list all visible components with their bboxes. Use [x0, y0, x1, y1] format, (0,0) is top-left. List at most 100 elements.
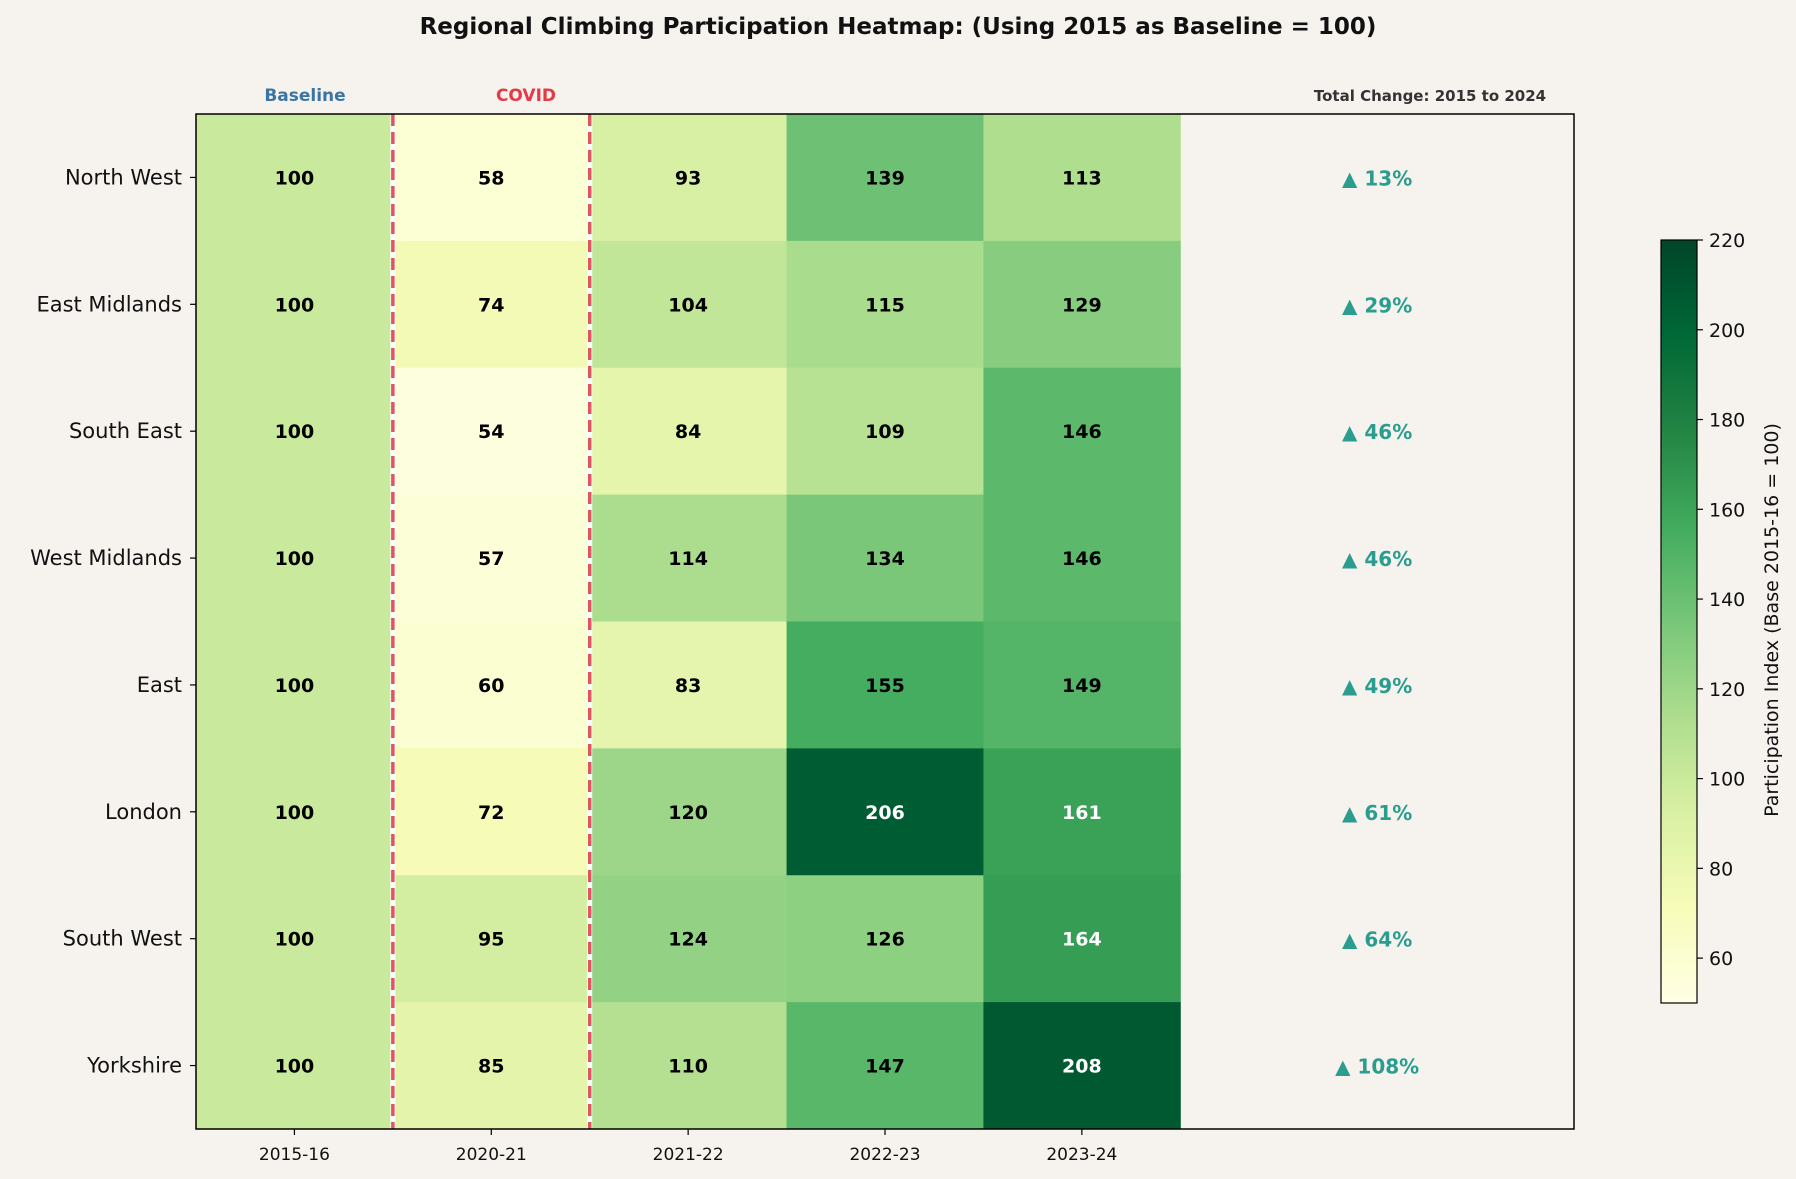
cell-value: 104: [668, 294, 708, 316]
row-label: South East: [69, 419, 182, 443]
cell-value: 206: [865, 802, 905, 824]
heatmap-cell: [392, 114, 591, 242]
baseline-annotation: Baseline: [264, 86, 345, 106]
heatmap-cell: [786, 621, 984, 749]
colorbar-tick-label: 120: [1709, 679, 1745, 701]
total-change-value: ▲ 108%: [1335, 1055, 1419, 1079]
heatmap-cell: [786, 367, 984, 496]
total-change-value: ▲ 29%: [1342, 293, 1412, 317]
heatmap-cell: [392, 748, 591, 876]
total-change-value: ▲ 46%: [1342, 547, 1412, 571]
cell-value: 100: [275, 929, 315, 951]
heatmap-cell: [196, 114, 394, 242]
total-change-value: ▲ 61%: [1342, 801, 1412, 825]
heatmap-cell: [392, 1002, 591, 1130]
column-label: 2020-21: [456, 1145, 527, 1165]
cell-value: 57: [478, 548, 504, 570]
heatmap-cell: [589, 621, 788, 749]
row-label: London: [105, 800, 182, 824]
cell-value: 149: [1062, 675, 1102, 697]
cell-value: 84: [675, 421, 701, 443]
heatmap-cell: [983, 621, 1181, 749]
cell-value: 164: [1062, 929, 1102, 951]
cell-value: 126: [865, 929, 905, 951]
colorbar-tick-label: 140: [1709, 589, 1745, 611]
row-label: South West: [63, 927, 182, 951]
colorbar-tick-label: 60: [1709, 948, 1733, 970]
covid-annotation: COVID: [496, 86, 556, 106]
row-label: East Midlands: [36, 292, 182, 316]
heatmap-cell: [392, 367, 591, 496]
cell-value: 155: [865, 675, 905, 697]
chart-title: Regional Climbing Participation Heatmap:…: [420, 14, 1377, 40]
heatmap-cell: [589, 494, 788, 622]
heatmap-cell: [589, 240, 788, 369]
cell-value: 58: [478, 167, 504, 189]
heatmap-cell: [392, 240, 591, 369]
cell-value: 93: [675, 167, 701, 189]
column-labels: 2015-16 2020-21 2021-22 2022-23 2023-24: [259, 1129, 1117, 1165]
heatmap-cell: [983, 875, 1181, 1003]
heatmap-cell: [983, 494, 1181, 622]
cell-value: 120: [668, 802, 708, 824]
colorbar-tick-label: 180: [1709, 410, 1745, 432]
heatmap-cell: [196, 240, 394, 369]
row-label: West Midlands: [30, 546, 182, 570]
total-change-header: Total Change: 2015 to 2024: [1314, 87, 1546, 105]
cell-value: 161: [1062, 802, 1102, 824]
heatmap-cell: [196, 748, 394, 876]
heatmap-cell: [196, 1002, 394, 1130]
total-change-value: ▲ 64%: [1342, 928, 1412, 952]
row-label: North West: [65, 165, 182, 189]
cell-value: 129: [1062, 294, 1102, 316]
cell-value: 114: [668, 548, 708, 570]
cell-value: 100: [275, 167, 315, 189]
heatmap-cell: [786, 1002, 984, 1130]
heatmap-cell: [786, 494, 984, 622]
cell-value: 110: [668, 1056, 708, 1078]
cell-value: 54: [478, 421, 504, 443]
cell-value: 134: [865, 548, 905, 570]
colorbar-label: Participation Index (Base 2015-16 = 100): [1761, 423, 1783, 817]
colorbar-gradient: [1660, 239, 1698, 1004]
row-label: Yorkshire: [86, 1054, 182, 1078]
heatmap-cell: [983, 240, 1181, 369]
cell-value: 147: [865, 1056, 905, 1078]
cell-value: 72: [478, 802, 504, 824]
column-label: 2015-16: [259, 1145, 330, 1165]
cell-value: 100: [275, 421, 315, 443]
total-change-value: ▲ 49%: [1342, 674, 1412, 698]
heatmap-cell: [196, 367, 394, 496]
heatmap-cell: [983, 1002, 1181, 1130]
cell-value: 100: [275, 548, 315, 570]
cell-value: 146: [1062, 421, 1102, 443]
heatmap-cell: [196, 621, 394, 749]
heatmap-cell: [786, 114, 984, 242]
cell-value: 74: [478, 294, 504, 316]
colorbar-tick-label: 200: [1709, 320, 1745, 342]
cell-value: 83: [675, 675, 701, 697]
cell-value: 109: [865, 421, 905, 443]
heatmap-cell: [589, 748, 788, 876]
heatmap-cell: [786, 748, 984, 876]
column-label: 2021-22: [653, 1145, 724, 1165]
colorbar-tick-label: 220: [1709, 230, 1745, 252]
heatmap-cell: [392, 621, 591, 749]
cell-value: 100: [275, 1056, 315, 1078]
cell-value: 146: [1062, 548, 1102, 570]
cell-value: 100: [275, 294, 315, 316]
heatmap-cell: [983, 748, 1181, 876]
colorbar-tick-label: 160: [1709, 499, 1745, 521]
total-change-value: ▲ 46%: [1342, 420, 1412, 444]
cell-value: 115: [865, 294, 905, 316]
cell-value: 85: [478, 1056, 504, 1078]
cell-value: 208: [1062, 1056, 1102, 1078]
column-label: 2022-23: [849, 1145, 920, 1165]
cell-value: 113: [1062, 167, 1102, 189]
heatmap-cell: [589, 875, 788, 1003]
heatmap-cell: [392, 875, 591, 1003]
cell-value: 60: [478, 675, 504, 697]
heatmap-cell: [786, 240, 984, 369]
heatmap-cell: [196, 494, 394, 622]
